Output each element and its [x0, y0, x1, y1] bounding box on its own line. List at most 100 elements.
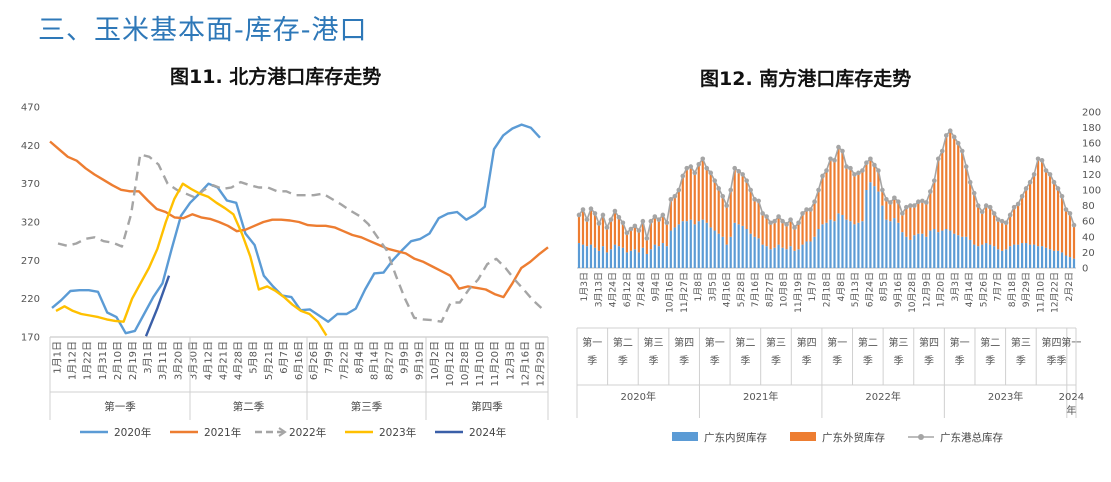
chart-title-south: 图12. 南方港口库存走势	[700, 68, 912, 90]
x-quarter-label: 第三	[888, 336, 908, 349]
total-marker	[720, 193, 726, 199]
bar-domestic	[869, 182, 872, 268]
total-marker	[904, 204, 909, 210]
bar-foreign	[737, 171, 740, 225]
bar-domestic	[665, 246, 668, 268]
bar-domestic	[929, 230, 932, 268]
bar-domestic	[941, 230, 944, 268]
bar-foreign	[681, 175, 684, 222]
bar-domestic	[625, 252, 628, 268]
total-marker	[983, 203, 989, 208]
x-tick-label: 8月27日	[764, 272, 775, 307]
legend-label: 2024年	[469, 426, 506, 439]
bar-foreign	[965, 166, 968, 237]
total-marker	[788, 217, 793, 222]
bar-domestic	[733, 222, 736, 268]
total-marker	[1031, 172, 1037, 177]
bar-foreign	[709, 172, 712, 228]
bar-domestic	[601, 246, 605, 268]
x-tick-label: 4月16日	[722, 272, 733, 307]
bar-foreign	[1017, 204, 1020, 245]
y-tick-label: 60	[1082, 217, 1095, 228]
x-tick-label: 3月1日	[142, 341, 154, 374]
bar-domestic	[973, 244, 976, 268]
x-tick-label: 4月28日	[233, 341, 245, 380]
bar-foreign	[1056, 188, 1060, 251]
bar-domestic	[689, 219, 692, 268]
bar-foreign	[937, 158, 940, 233]
bar-domestic	[821, 224, 824, 268]
bar-domestic	[745, 229, 748, 268]
bar-foreign	[797, 222, 800, 250]
x-quarter-label: 季	[740, 355, 750, 367]
bar-foreign	[853, 174, 856, 225]
legend-label: 广东港总库存	[940, 431, 1003, 444]
x-quarter-label: 第四	[919, 336, 939, 349]
x-quarter-label: 季	[1047, 355, 1057, 367]
total-marker	[908, 203, 913, 208]
bar-domestic	[965, 236, 968, 268]
total-marker	[1007, 212, 1013, 218]
x-tick-label: 1月8日	[693, 272, 704, 301]
bar-domestic	[837, 213, 840, 268]
x-quarter-label: 第二	[858, 336, 878, 349]
bar-domestic	[913, 235, 916, 268]
bar-foreign	[601, 214, 605, 247]
bar-domestic	[813, 236, 816, 268]
x-tick-label: 1月12日	[67, 341, 79, 380]
bar-foreign	[585, 219, 589, 247]
bar-foreign	[805, 209, 808, 242]
legend-arrow	[278, 427, 287, 437]
bar-domestic	[937, 232, 940, 268]
x-tick-label: 10月28日	[459, 341, 471, 386]
bar-domestic	[1028, 244, 1032, 268]
bar-foreign	[653, 216, 656, 245]
total-marker	[975, 203, 981, 208]
bar-domestic	[741, 225, 744, 268]
total-marker	[955, 140, 961, 146]
bar-domestic	[753, 236, 756, 268]
bar-foreign	[957, 143, 960, 236]
x-tick-label: 7月22日	[338, 341, 350, 380]
bar-foreign	[953, 136, 956, 234]
bar-foreign	[609, 219, 613, 250]
x-tick-label: 5月28日	[736, 272, 747, 307]
bar-foreign	[777, 216, 780, 245]
total-marker	[920, 198, 925, 204]
total-marker	[947, 128, 953, 134]
x-tick-label: 7月9日	[323, 341, 335, 374]
x-tick-label: 6月12日	[622, 272, 633, 307]
bar-foreign	[685, 168, 688, 222]
total-marker	[660, 212, 666, 218]
x-tick-label: 1月1日	[52, 341, 64, 374]
total-marker	[776, 214, 781, 219]
total-marker	[892, 195, 897, 201]
total-marker	[828, 156, 833, 162]
bar-foreign	[689, 166, 692, 220]
total-marker	[1059, 193, 1065, 199]
x-tick-label: 4月14日	[964, 272, 975, 307]
bar-domestic	[857, 222, 860, 268]
bar-foreign	[793, 227, 796, 251]
total-marker	[692, 170, 698, 176]
total-marker	[604, 225, 610, 230]
bar-foreign	[929, 191, 932, 231]
x-quarter-label: 第四	[797, 336, 817, 349]
total-marker	[772, 218, 777, 224]
total-marker	[844, 164, 849, 169]
bar-domestic	[889, 221, 892, 268]
bar-foreign	[893, 197, 896, 219]
total-marker	[756, 198, 761, 204]
x-tick-label: 8月4日	[353, 341, 365, 374]
bar-foreign	[1005, 222, 1008, 250]
bar-domestic	[729, 236, 732, 268]
bar-foreign	[989, 207, 992, 245]
bar-foreign	[621, 222, 625, 248]
total-marker	[632, 223, 638, 229]
bar-domestic	[953, 233, 956, 268]
bar-domestic	[901, 232, 904, 268]
total-marker	[676, 187, 682, 193]
x-tick-label: 12月29日	[534, 341, 546, 386]
bar-foreign	[1021, 196, 1024, 244]
bar-foreign	[813, 201, 816, 237]
